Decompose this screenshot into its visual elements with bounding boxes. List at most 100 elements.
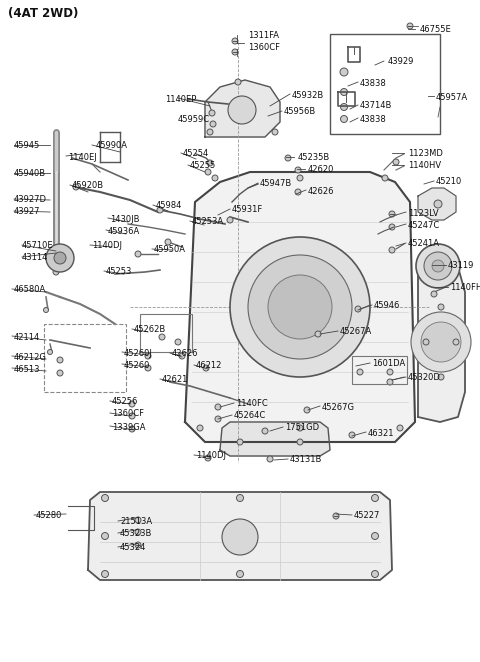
Circle shape [175, 339, 181, 345]
Circle shape [228, 96, 256, 124]
Circle shape [285, 155, 291, 161]
Text: 45936A: 45936A [108, 226, 140, 236]
Circle shape [432, 260, 444, 272]
Text: 1123LV: 1123LV [408, 209, 439, 218]
Circle shape [349, 432, 355, 438]
Text: 42620: 42620 [308, 166, 335, 175]
Circle shape [237, 439, 243, 445]
Circle shape [230, 237, 370, 377]
Circle shape [304, 407, 310, 413]
Circle shape [232, 38, 238, 44]
Circle shape [315, 331, 321, 337]
Circle shape [101, 495, 108, 502]
Circle shape [227, 217, 233, 223]
Text: 1311FA: 1311FA [248, 32, 279, 40]
Text: 1123MD: 1123MD [408, 150, 443, 158]
Text: 45932B: 45932B [292, 91, 324, 99]
Text: 46580A: 46580A [14, 285, 46, 295]
Text: 45247C: 45247C [408, 220, 440, 230]
Text: 45931F: 45931F [232, 205, 263, 214]
Circle shape [340, 89, 348, 95]
Circle shape [205, 455, 211, 461]
Text: 45324: 45324 [120, 544, 146, 553]
Circle shape [372, 532, 379, 540]
Circle shape [197, 425, 203, 431]
Text: 45260: 45260 [124, 361, 150, 369]
Circle shape [129, 401, 135, 407]
Circle shape [129, 426, 135, 432]
Circle shape [135, 517, 141, 523]
Circle shape [209, 110, 215, 116]
Text: 45267A: 45267A [340, 328, 372, 336]
Text: 45956B: 45956B [284, 107, 316, 117]
Circle shape [212, 175, 218, 181]
Bar [44, 324, 126, 392]
Text: 45260J: 45260J [124, 348, 153, 357]
Text: 46321: 46321 [368, 428, 395, 438]
Polygon shape [418, 188, 456, 220]
Circle shape [389, 224, 395, 230]
Text: 45940B: 45940B [14, 169, 46, 179]
Circle shape [272, 129, 278, 135]
Circle shape [295, 167, 301, 173]
Text: 46212G: 46212G [14, 352, 47, 361]
Text: 45946: 45946 [374, 301, 400, 310]
Text: 46212: 46212 [196, 361, 222, 371]
Text: 45262B: 45262B [134, 326, 166, 334]
Text: 45990A: 45990A [96, 142, 128, 150]
Text: 42114: 42114 [14, 332, 40, 342]
Circle shape [438, 304, 444, 310]
Circle shape [54, 252, 66, 264]
Text: 45256: 45256 [112, 397, 138, 406]
Circle shape [203, 365, 209, 371]
Circle shape [135, 251, 141, 257]
Text: 43714B: 43714B [360, 101, 392, 111]
Circle shape [237, 495, 243, 502]
Text: 1601DA: 1601DA [372, 359, 405, 369]
Circle shape [57, 370, 63, 376]
Circle shape [382, 175, 388, 181]
Text: 1140EP: 1140EP [165, 95, 196, 103]
Circle shape [372, 495, 379, 502]
Text: 45323B: 45323B [120, 530, 152, 538]
Circle shape [453, 339, 459, 345]
Circle shape [215, 416, 221, 422]
Circle shape [237, 571, 243, 577]
Text: 1430JB: 1430JB [110, 214, 140, 224]
Circle shape [297, 175, 303, 181]
Circle shape [235, 79, 241, 85]
Text: 1140DJ: 1140DJ [92, 242, 122, 250]
Circle shape [372, 571, 379, 577]
Circle shape [48, 350, 52, 354]
Text: 43838: 43838 [360, 79, 387, 87]
Circle shape [424, 252, 452, 280]
Text: 45950A: 45950A [154, 246, 186, 254]
Text: 1339GA: 1339GA [112, 422, 145, 432]
Circle shape [135, 542, 141, 548]
Circle shape [145, 353, 151, 359]
Text: (4AT 2WD): (4AT 2WD) [8, 7, 78, 21]
Text: 45920B: 45920B [72, 181, 104, 191]
Text: 45235B: 45235B [298, 154, 330, 162]
Text: 45984: 45984 [156, 201, 182, 211]
Circle shape [416, 244, 460, 288]
Text: 45227: 45227 [354, 512, 380, 520]
Circle shape [407, 23, 413, 29]
Text: 1360CF: 1360CF [248, 44, 280, 52]
Text: 45280: 45280 [36, 512, 62, 520]
Text: 1140HV: 1140HV [408, 162, 441, 171]
Circle shape [101, 571, 108, 577]
Circle shape [101, 532, 108, 540]
Text: 43131B: 43131B [290, 455, 323, 465]
Circle shape [411, 312, 471, 372]
Bar [352, 356, 407, 384]
Circle shape [44, 308, 48, 312]
Circle shape [387, 369, 393, 375]
Polygon shape [220, 422, 330, 456]
Bar [140, 314, 192, 352]
Polygon shape [418, 262, 465, 422]
Circle shape [210, 121, 216, 127]
Circle shape [438, 374, 444, 380]
Text: 45959C: 45959C [178, 115, 210, 124]
Text: 1360CF: 1360CF [112, 410, 144, 418]
